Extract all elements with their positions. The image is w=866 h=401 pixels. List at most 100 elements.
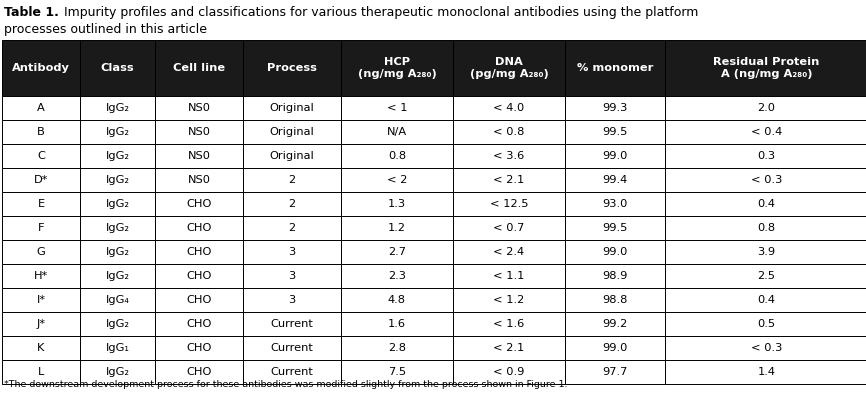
Bar bbox=[243, 192, 341, 216]
Bar bbox=[665, 240, 866, 264]
Text: IgG₂: IgG₂ bbox=[106, 127, 130, 137]
Text: 97.7: 97.7 bbox=[603, 367, 628, 377]
Text: < 4.0: < 4.0 bbox=[494, 103, 525, 113]
Text: 0.8: 0.8 bbox=[388, 151, 406, 161]
Bar bbox=[341, 120, 453, 144]
Bar bbox=[341, 264, 453, 288]
Bar bbox=[155, 168, 243, 192]
Text: IgG₂: IgG₂ bbox=[106, 319, 130, 329]
Text: < 2: < 2 bbox=[387, 175, 407, 185]
Bar bbox=[243, 40, 341, 96]
Text: Process: Process bbox=[267, 63, 317, 73]
Bar bbox=[155, 192, 243, 216]
Text: Cell line: Cell line bbox=[173, 63, 225, 73]
Bar bbox=[2, 216, 80, 240]
Text: H*: H* bbox=[34, 271, 48, 281]
Text: 2.5: 2.5 bbox=[758, 271, 775, 281]
Bar bbox=[80, 120, 155, 144]
Bar bbox=[243, 96, 341, 120]
Text: J*: J* bbox=[36, 319, 46, 329]
Text: < 12.5: < 12.5 bbox=[490, 199, 528, 209]
Text: processes outlined in this article: processes outlined in this article bbox=[4, 23, 207, 36]
Bar bbox=[155, 240, 243, 264]
Text: IgG₂: IgG₂ bbox=[106, 271, 130, 281]
Text: NS0: NS0 bbox=[188, 151, 210, 161]
Bar bbox=[453, 40, 565, 96]
Text: 99.4: 99.4 bbox=[603, 175, 628, 185]
Text: < 3.6: < 3.6 bbox=[494, 151, 525, 161]
Bar bbox=[155, 264, 243, 288]
Bar bbox=[453, 96, 565, 120]
Text: 2: 2 bbox=[288, 175, 295, 185]
Text: NS0: NS0 bbox=[188, 127, 210, 137]
Bar bbox=[2, 240, 80, 264]
Text: 3.9: 3.9 bbox=[758, 247, 776, 257]
Bar bbox=[155, 360, 243, 384]
Bar bbox=[155, 120, 243, 144]
Bar bbox=[80, 288, 155, 312]
Bar bbox=[155, 96, 243, 120]
Text: CHO: CHO bbox=[186, 343, 211, 353]
Bar bbox=[80, 312, 155, 336]
Text: 2.0: 2.0 bbox=[758, 103, 775, 113]
Bar bbox=[2, 96, 80, 120]
Bar bbox=[341, 192, 453, 216]
Bar bbox=[2, 288, 80, 312]
Text: C: C bbox=[37, 151, 45, 161]
Text: 0.3: 0.3 bbox=[758, 151, 776, 161]
Text: 3: 3 bbox=[288, 271, 295, 281]
Bar bbox=[565, 288, 665, 312]
Text: 99.0: 99.0 bbox=[603, 247, 628, 257]
Text: < 1.6: < 1.6 bbox=[494, 319, 525, 329]
Bar bbox=[453, 168, 565, 192]
Bar bbox=[80, 192, 155, 216]
Bar bbox=[341, 360, 453, 384]
Text: 1.4: 1.4 bbox=[758, 367, 775, 377]
Text: L: L bbox=[38, 367, 44, 377]
Bar bbox=[243, 312, 341, 336]
Text: Current: Current bbox=[270, 367, 313, 377]
Bar bbox=[565, 96, 665, 120]
Bar bbox=[665, 360, 866, 384]
Text: 1.2: 1.2 bbox=[388, 223, 406, 233]
Bar bbox=[155, 336, 243, 360]
Bar bbox=[80, 336, 155, 360]
Text: A (ng/mg A₂₈₀): A (ng/mg A₂₈₀) bbox=[721, 69, 812, 79]
Bar bbox=[243, 288, 341, 312]
Text: IgG₂: IgG₂ bbox=[106, 223, 130, 233]
Bar bbox=[665, 96, 866, 120]
Text: *The downstream development process for these antibodies was modified slightly f: *The downstream development process for … bbox=[4, 380, 567, 389]
Bar bbox=[2, 144, 80, 168]
Bar bbox=[665, 264, 866, 288]
Bar bbox=[565, 40, 665, 96]
Text: 1.6: 1.6 bbox=[388, 319, 406, 329]
Bar bbox=[2, 360, 80, 384]
Text: CHO: CHO bbox=[186, 223, 211, 233]
Bar bbox=[80, 264, 155, 288]
Text: N/A: N/A bbox=[387, 127, 407, 137]
Text: IgG₂: IgG₂ bbox=[106, 367, 130, 377]
Text: Current: Current bbox=[270, 319, 313, 329]
Text: 98.9: 98.9 bbox=[603, 271, 628, 281]
Text: IgG₂: IgG₂ bbox=[106, 199, 130, 209]
Text: 2.7: 2.7 bbox=[388, 247, 406, 257]
Text: IgG₁: IgG₁ bbox=[106, 343, 129, 353]
Text: < 0.7: < 0.7 bbox=[494, 223, 525, 233]
Text: B: B bbox=[37, 127, 45, 137]
Text: (pg/mg A₂₈₀): (pg/mg A₂₈₀) bbox=[469, 69, 548, 79]
Text: Antibody: Antibody bbox=[12, 63, 70, 73]
Bar bbox=[2, 120, 80, 144]
Text: 99.5: 99.5 bbox=[603, 223, 628, 233]
Text: < 1.2: < 1.2 bbox=[494, 295, 525, 305]
Bar bbox=[565, 144, 665, 168]
Bar bbox=[2, 40, 80, 96]
Text: 2: 2 bbox=[288, 199, 295, 209]
Text: < 2.4: < 2.4 bbox=[494, 247, 525, 257]
Bar bbox=[453, 360, 565, 384]
Bar bbox=[243, 240, 341, 264]
Bar bbox=[453, 216, 565, 240]
Text: 1.3: 1.3 bbox=[388, 199, 406, 209]
Bar bbox=[80, 40, 155, 96]
Text: IgG₂: IgG₂ bbox=[106, 175, 130, 185]
Bar bbox=[565, 120, 665, 144]
